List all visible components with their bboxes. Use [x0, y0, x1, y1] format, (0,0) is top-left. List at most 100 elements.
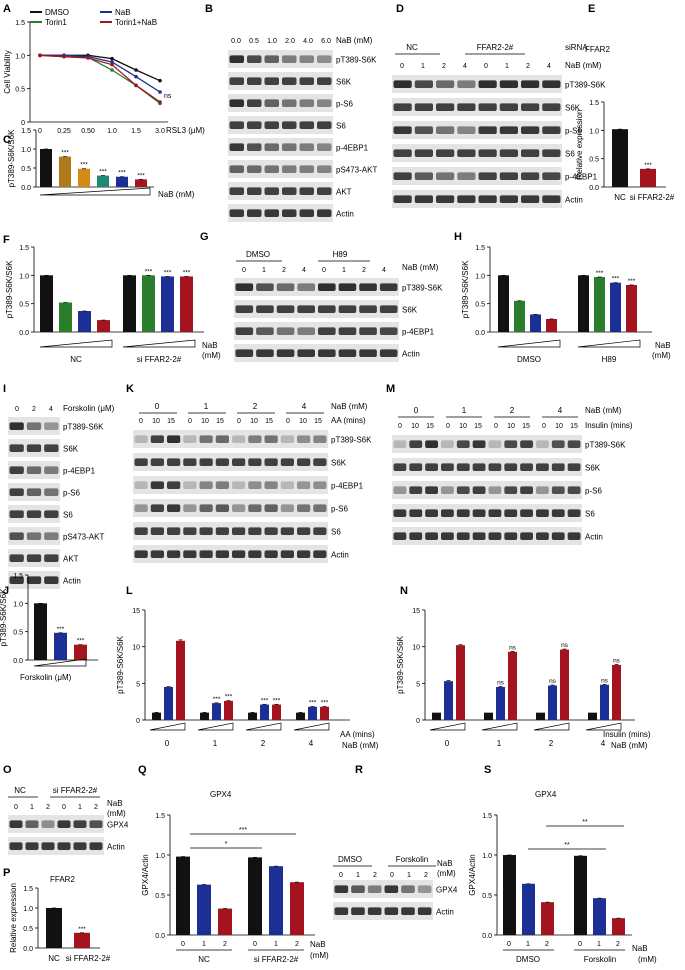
panelM-blot-3-band: [567, 509, 581, 517]
panelF-bar-7: [180, 276, 193, 332]
panelK-blot-4-band: [297, 527, 311, 535]
panelH-significance-label: ***: [628, 278, 636, 285]
panelB-blot-7-band: [229, 209, 244, 217]
panelH-bar-7: [626, 284, 637, 332]
panelM-blot-1-band: [425, 463, 438, 471]
panelD-blot-0-band: [499, 80, 518, 88]
panelC-ytick-label: 1.0: [21, 147, 31, 154]
panelB-blot-2-membrane: [228, 94, 333, 112]
panelO-blot-0-band: [9, 820, 23, 828]
panelM-blot-3-membrane: [392, 504, 582, 522]
panelK-blot-3-band: [264, 504, 278, 512]
panelP-ytick-label: 0.5: [23, 926, 33, 933]
panelI-blot-1-band: [26, 444, 42, 452]
panelK-blot-4-band: [215, 527, 229, 535]
panelD-lane-label: 2: [442, 63, 446, 70]
panelN-group-label: 2: [549, 739, 554, 748]
panelK-blot-2-band: [183, 481, 197, 489]
panelG-blot-2-band: [297, 327, 315, 335]
panelM-blot-3-band: [456, 509, 470, 517]
panelO-group-label-0: NC: [14, 786, 26, 795]
panelQ-lane-label: 1: [202, 941, 206, 948]
panelP-title: FFAR2: [50, 875, 75, 884]
panelD-blot-4-band: [478, 172, 497, 180]
panelS-unit-label-1: NaB: [632, 944, 648, 953]
panelD-blot-3-band: [457, 149, 476, 157]
panelD-band-label-1: S6K: [565, 104, 581, 113]
panelB-blot-7-band: [282, 209, 297, 217]
panelL-significance-label: ***: [273, 697, 281, 704]
panel-letter-K: K: [126, 383, 134, 395]
panelH-ytick-label: 0.5: [475, 302, 485, 309]
panelB-blot-7-band: [299, 209, 314, 217]
panelH-bar-0: [498, 275, 509, 332]
panelG-lane-label: 0: [242, 267, 246, 274]
panelB-blot-1-band: [247, 77, 262, 85]
panel-letter-A: A: [3, 3, 11, 15]
panelF-bar-3: [97, 320, 110, 332]
panelD-sirna-label: siRNA: [565, 43, 588, 52]
panelK-blot-4-band: [134, 527, 148, 535]
panelD-blot-1-band: [521, 103, 540, 111]
panelB-blot-7-band: [317, 209, 332, 217]
panelN-bar-2: [456, 645, 465, 720]
panelS-group-label-1: Forskolin: [584, 955, 616, 964]
panelD-lane-label: 0: [400, 63, 404, 70]
panelJ-ytick-label: 1.5: [13, 573, 23, 580]
panelD-blot-0-band: [521, 80, 540, 88]
panelS-lane-label: 0: [578, 941, 582, 948]
panelI-blot-7-band: [44, 576, 59, 584]
panelK-blot-1-band: [313, 458, 327, 466]
panelK-blot-3-band: [199, 504, 213, 512]
panelG-band-label-0: pT389-S6K: [402, 284, 443, 293]
panelJ-significance-label: ***: [57, 626, 65, 633]
panelL-significance-label: ***: [321, 700, 329, 707]
panelD-blot-5-band: [457, 195, 476, 203]
panelK-blot-1-band: [167, 458, 181, 466]
panelK-blot-5-band: [134, 550, 148, 558]
panelS-bar-1: [522, 883, 535, 935]
panelN-group-label: 0: [445, 739, 450, 748]
panelA-series-2-point: [134, 74, 138, 79]
panelG-blot-0-band: [276, 283, 295, 291]
panelL-ytick-label: 15: [132, 608, 140, 615]
panelB-blot-4-band: [229, 143, 244, 151]
panelB-blot-7-membrane: [228, 204, 333, 222]
panelM-blot-0-band: [441, 440, 454, 448]
panelN-wedge: [429, 722, 466, 731]
panelE-ylabel: Relative expression: [575, 110, 584, 180]
panelB-lane-label: 6.0: [321, 38, 331, 45]
panelB-unit-label: NaB (mM): [336, 36, 373, 45]
panel-letter-S: S: [484, 764, 491, 776]
panelG-blot-1-band: [359, 305, 377, 313]
panelD-blot-4-band: [457, 172, 476, 180]
panelA-series-3-point: [38, 53, 42, 58]
panel-letter-B: B: [205, 3, 213, 15]
panelM-blot-0-band: [504, 440, 518, 448]
panelS-unit-label-2: (mM): [638, 955, 657, 964]
panelQ-significance-0: *: [225, 841, 228, 848]
panelM-blot-0-band: [567, 440, 581, 448]
panelE-ytick-label: 0.0: [589, 185, 599, 192]
panelM-blot-3-band: [536, 509, 549, 517]
panelD-lane-label: 4: [547, 63, 551, 70]
panelM-ins-unit: Insulin (mins): [585, 421, 633, 430]
panelD-blot-0-band: [436, 80, 455, 88]
panelR-blot-0-band: [384, 885, 399, 893]
panelD-blot-5-band: [393, 195, 412, 203]
panelK-time-label: 10: [201, 418, 209, 425]
panelQ-bar-4: [269, 866, 283, 935]
panelS-ytick-label: 0.5: [482, 893, 492, 900]
panelA-series-0-point: [134, 68, 138, 72]
panelK-blot-0-band: [297, 435, 311, 443]
panelK-blot-2-band: [134, 481, 148, 489]
panelD-blot-3-band: [521, 149, 540, 157]
panelM-blot-0-band: [409, 440, 423, 448]
panelG-blot-2-band: [379, 327, 398, 335]
panelM-band-label-1: S6K: [585, 464, 601, 473]
panelN-ytick-label: 0: [416, 718, 420, 725]
panelM-blot-2-band: [425, 486, 438, 494]
panelD-blot-1-band: [457, 103, 476, 111]
panelK-blot-1-band: [280, 458, 294, 466]
panelK-blot-2-band: [313, 481, 327, 489]
